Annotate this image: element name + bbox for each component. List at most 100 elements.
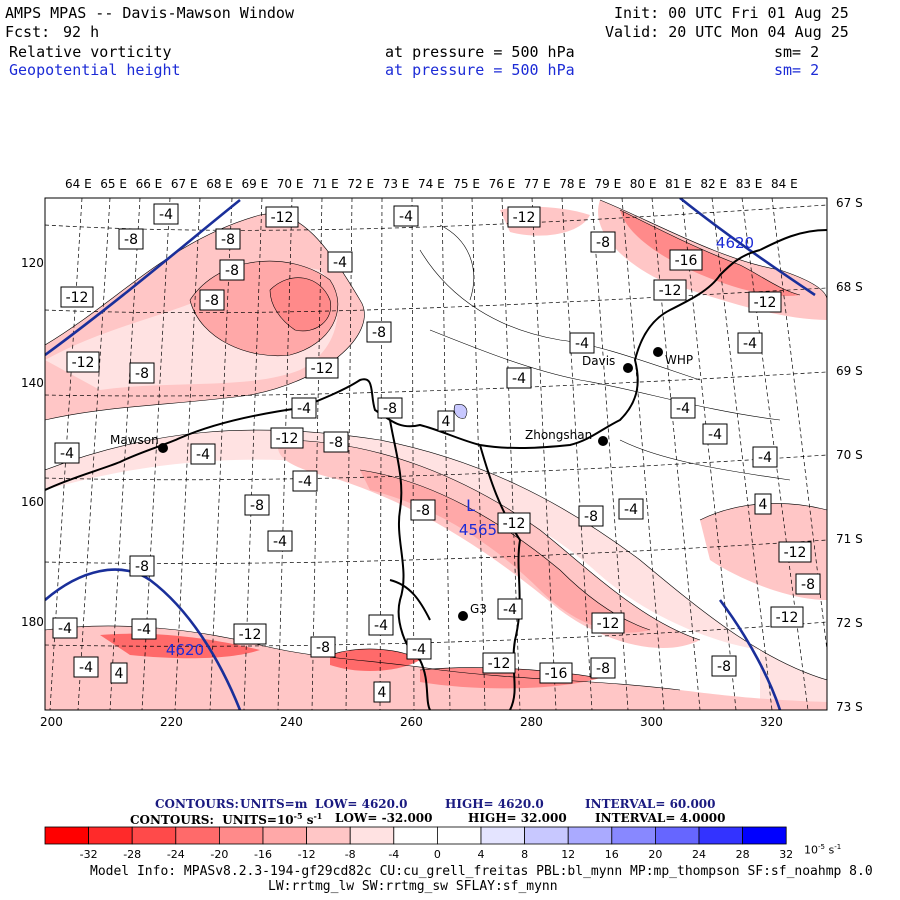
right-lat-label: 71 S bbox=[836, 532, 863, 546]
colorbar-tick-label: 4 bbox=[478, 848, 485, 861]
svg-text:-12: -12 bbox=[659, 283, 682, 299]
valid-time: Valid: 20 UTC Mon 04 Aug 25 bbox=[605, 23, 849, 41]
colorbar-tick-label: -20 bbox=[210, 848, 228, 861]
contours2-units-exp: -5 bbox=[293, 811, 303, 821]
bottom-grid-label: 320 bbox=[760, 715, 783, 729]
svg-text:-8: -8 bbox=[416, 503, 430, 519]
field2-level: at pressure = 500 hPa bbox=[385, 61, 575, 79]
contour-label: -12 bbox=[233, 623, 267, 645]
svg-text:-12: -12 bbox=[72, 355, 95, 371]
svg-text:-12: -12 bbox=[776, 610, 799, 626]
contour-label: -4 bbox=[618, 498, 644, 520]
station-label-g3: G3 bbox=[470, 602, 487, 616]
svg-text:-16: -16 bbox=[675, 253, 698, 269]
svg-text:-12: -12 bbox=[754, 295, 777, 311]
contours1-prefix: CONTOURS: bbox=[155, 797, 239, 811]
contour-label: -12 bbox=[778, 541, 812, 563]
bottom-grid-label: 280 bbox=[520, 715, 543, 729]
svg-text:-4: -4 bbox=[297, 401, 311, 417]
svg-text:-4: -4 bbox=[758, 450, 772, 466]
colorbar-tick-label: 8 bbox=[521, 848, 528, 861]
contour-label: -12 bbox=[482, 652, 516, 674]
svg-text:-12: -12 bbox=[513, 210, 536, 226]
colorbar-swatch bbox=[611, 826, 656, 845]
svg-text:-4: -4 bbox=[624, 502, 638, 518]
right-lat-label: 68 S bbox=[836, 280, 863, 294]
top-lon-label: 72 E bbox=[347, 177, 375, 191]
svg-text:-4: -4 bbox=[412, 642, 426, 658]
svg-text:-4: -4 bbox=[708, 427, 722, 443]
top-lon-label: 75 E bbox=[453, 177, 480, 191]
right-lat-label: 73 S bbox=[836, 700, 863, 714]
station-dot-mawson bbox=[158, 443, 168, 453]
station-markers bbox=[158, 347, 663, 621]
svg-text:-12: -12 bbox=[276, 431, 299, 447]
top-lon-label: 80 E bbox=[629, 177, 657, 191]
colorbar-tick-label: -8 bbox=[345, 848, 356, 861]
colorbar-tick-label: 28 bbox=[736, 848, 750, 861]
svg-text:-8: -8 bbox=[329, 435, 343, 451]
svg-text:-12: -12 bbox=[503, 516, 526, 532]
colorbar-swatch bbox=[262, 826, 307, 845]
height-label: 4565 bbox=[459, 521, 497, 539]
svg-text:-12: -12 bbox=[488, 656, 511, 672]
svg-text:-4: -4 bbox=[333, 255, 347, 271]
contour-label: -8 bbox=[366, 321, 392, 343]
contours2-prefix: CONTOURS: bbox=[130, 813, 214, 827]
contour-label: -4 bbox=[52, 617, 78, 639]
top-lon-label: 73 E bbox=[382, 177, 410, 191]
colorbar-unit: 10-5 s-1 bbox=[804, 843, 841, 857]
top-lon-label: 83 E bbox=[735, 177, 763, 191]
top-lon-label: 76 E bbox=[488, 177, 516, 191]
svg-text:-4: -4 bbox=[79, 660, 93, 676]
colorbar-tick-label: 24 bbox=[692, 848, 706, 861]
contour-label: -8 bbox=[244, 494, 270, 516]
field2-name: Geopotential height bbox=[9, 61, 181, 79]
colorbar-swatch bbox=[742, 826, 787, 845]
svg-text:-12: -12 bbox=[271, 210, 294, 226]
svg-text:-4: -4 bbox=[273, 534, 287, 550]
contour-label: -12 bbox=[270, 427, 304, 449]
right-lat-label: 67 S bbox=[836, 196, 863, 210]
contour-label: -8 bbox=[578, 505, 604, 527]
colorbar-swatch bbox=[393, 826, 438, 845]
bottom-grid-label: 220 bbox=[160, 715, 183, 729]
contour-label: -4 bbox=[54, 442, 80, 464]
contour-label: -8 bbox=[118, 228, 144, 250]
svg-text:-12: -12 bbox=[311, 361, 334, 377]
svg-text:4: 4 bbox=[442, 414, 451, 430]
contours2-interval: INTERVAL= 4.0000 bbox=[595, 811, 726, 825]
contour-label: -8 bbox=[410, 499, 436, 521]
top-lon-label: 67 E bbox=[170, 177, 198, 191]
svg-text:-8: -8 bbox=[801, 577, 815, 593]
top-lon-label: 68 E bbox=[206, 177, 233, 191]
contour-label: -8 bbox=[219, 259, 245, 281]
colorbar-unit-suffix: s bbox=[824, 843, 835, 857]
contour-label: -4 bbox=[670, 397, 696, 419]
contour-label: -12 bbox=[305, 357, 339, 379]
top-lon-label: 78 E bbox=[559, 177, 586, 191]
svg-text:-8: -8 bbox=[584, 509, 598, 525]
svg-text:-12: -12 bbox=[784, 545, 807, 561]
contour-label-layer: -4 -8 -8 -12 -8 -4 -4 -12 -8 -12 -8 -12 -16 -12 -12 -4 -… bbox=[52, 203, 821, 703]
contours2-line: CONTOURS: UNITS=10-5 s-1 bbox=[130, 811, 322, 827]
colorbar-swatch bbox=[567, 826, 613, 845]
bottom-grid-label: 260 bbox=[400, 715, 423, 729]
svg-text:4: 4 bbox=[378, 685, 387, 701]
contour-label: -4 bbox=[737, 332, 763, 354]
station-dot-zhongshan bbox=[598, 436, 608, 446]
colorbar: -32 -28 -24 -20 -16 -12 -8 -4 0 4 8 12 16 20 24 28 32 bbox=[44, 826, 793, 861]
contours1-units: UNITS=m bbox=[240, 797, 308, 811]
svg-text:-4: -4 bbox=[58, 621, 72, 637]
colorbar-swatch bbox=[306, 826, 351, 845]
colorbar-tick-label: -12 bbox=[298, 848, 316, 861]
contour-label: -12 bbox=[507, 206, 541, 228]
colorbar-tick-label: -24 bbox=[167, 848, 185, 861]
contour-label: -12 bbox=[265, 206, 299, 228]
field2-smoothing: sm= 2 bbox=[774, 61, 820, 79]
contour-label: -4 bbox=[368, 614, 394, 636]
top-lon-label: 65 E bbox=[100, 177, 127, 191]
svg-text:-8: -8 bbox=[124, 232, 138, 248]
top-lon-label: 79 E bbox=[594, 177, 622, 191]
svg-text:-4: -4 bbox=[503, 602, 517, 618]
